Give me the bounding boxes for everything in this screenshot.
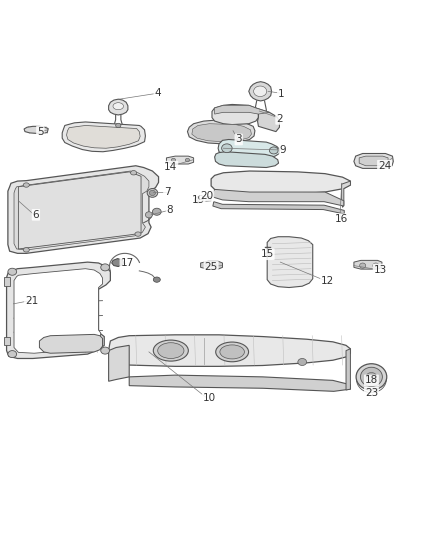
Text: 18: 18 (365, 375, 378, 385)
Ellipse shape (222, 144, 232, 152)
Polygon shape (201, 197, 211, 201)
Text: 16: 16 (335, 214, 348, 224)
Polygon shape (18, 172, 141, 249)
Text: 4: 4 (154, 88, 161, 99)
Polygon shape (4, 278, 10, 286)
Text: 10: 10 (203, 393, 216, 403)
Polygon shape (7, 262, 110, 359)
Ellipse shape (366, 373, 377, 381)
Text: 9: 9 (279, 145, 286, 155)
Ellipse shape (145, 212, 152, 218)
Polygon shape (354, 260, 382, 269)
Polygon shape (212, 189, 344, 206)
Ellipse shape (254, 86, 267, 96)
Polygon shape (213, 201, 344, 214)
Ellipse shape (152, 208, 161, 215)
Polygon shape (215, 152, 279, 167)
Polygon shape (109, 345, 129, 381)
Ellipse shape (205, 263, 209, 267)
Ellipse shape (23, 248, 29, 252)
Ellipse shape (131, 171, 137, 175)
Polygon shape (67, 125, 140, 148)
Text: 25: 25 (205, 262, 218, 271)
Text: 8: 8 (166, 205, 173, 215)
Ellipse shape (135, 232, 141, 236)
Ellipse shape (360, 263, 366, 268)
Ellipse shape (373, 263, 379, 268)
Ellipse shape (194, 197, 201, 203)
Ellipse shape (356, 364, 387, 390)
Polygon shape (112, 259, 124, 266)
Ellipse shape (220, 345, 244, 359)
Polygon shape (359, 156, 388, 166)
Polygon shape (129, 375, 350, 391)
Text: 21: 21 (25, 296, 38, 305)
Ellipse shape (185, 158, 190, 162)
Polygon shape (109, 99, 128, 115)
Text: 14: 14 (164, 161, 177, 172)
Ellipse shape (101, 347, 110, 354)
Ellipse shape (8, 268, 17, 275)
Text: 12: 12 (321, 276, 334, 286)
Ellipse shape (153, 277, 160, 282)
Text: 19: 19 (191, 195, 205, 205)
Ellipse shape (116, 123, 121, 128)
Ellipse shape (171, 158, 176, 162)
Ellipse shape (265, 253, 270, 257)
Ellipse shape (298, 359, 307, 366)
Text: 5: 5 (37, 127, 44, 136)
Ellipse shape (360, 367, 382, 386)
Polygon shape (354, 154, 393, 168)
Polygon shape (256, 108, 279, 132)
Polygon shape (62, 122, 145, 152)
Polygon shape (24, 126, 48, 133)
Text: 13: 13 (374, 264, 387, 274)
Ellipse shape (8, 351, 17, 358)
Polygon shape (342, 181, 350, 207)
Text: 17: 17 (120, 258, 134, 268)
Polygon shape (39, 334, 102, 353)
Ellipse shape (215, 342, 249, 362)
Polygon shape (267, 237, 313, 287)
Ellipse shape (212, 263, 217, 267)
Ellipse shape (269, 147, 278, 154)
Polygon shape (166, 156, 194, 164)
Polygon shape (192, 124, 251, 142)
Text: 24: 24 (378, 161, 391, 171)
Ellipse shape (158, 343, 184, 359)
Text: 23: 23 (365, 387, 378, 398)
Ellipse shape (149, 190, 155, 196)
Text: 2: 2 (276, 114, 283, 124)
Polygon shape (187, 120, 255, 144)
Ellipse shape (101, 264, 110, 271)
Polygon shape (8, 166, 159, 253)
Polygon shape (346, 349, 350, 390)
Polygon shape (109, 335, 350, 366)
Text: 6: 6 (32, 210, 39, 220)
Polygon shape (14, 171, 149, 250)
Text: 20: 20 (200, 190, 213, 200)
Text: 3: 3 (235, 134, 242, 144)
Text: 7: 7 (164, 188, 171, 198)
Polygon shape (211, 171, 350, 194)
Polygon shape (249, 82, 272, 101)
Text: 15: 15 (261, 249, 274, 259)
Ellipse shape (113, 103, 124, 110)
Polygon shape (218, 140, 279, 158)
Text: 1: 1 (278, 89, 285, 99)
Ellipse shape (147, 189, 158, 197)
Polygon shape (14, 269, 102, 353)
Polygon shape (201, 261, 223, 269)
Ellipse shape (153, 340, 188, 361)
Polygon shape (4, 336, 10, 345)
Polygon shape (212, 104, 258, 125)
Polygon shape (215, 106, 269, 114)
Ellipse shape (23, 183, 29, 187)
